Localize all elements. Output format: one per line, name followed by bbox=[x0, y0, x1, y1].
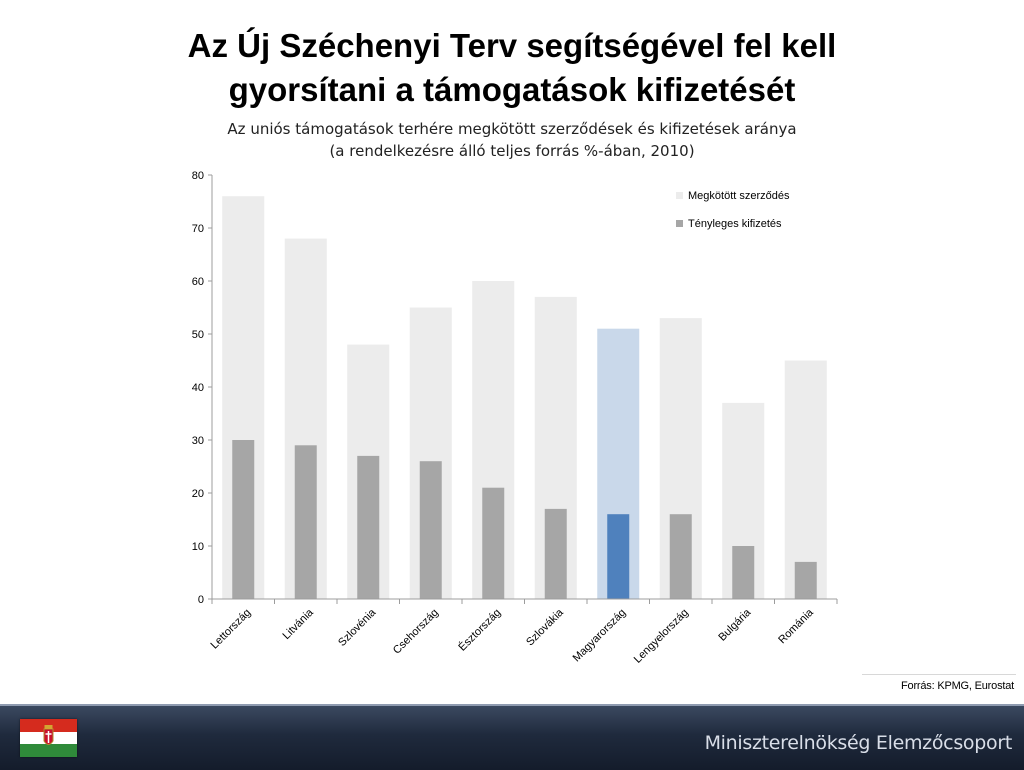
chart-subtitle: Az uniós támogatások terhére megkötött s… bbox=[0, 118, 1024, 162]
bar-payment bbox=[607, 514, 630, 599]
title-line-1: Az Új Széchenyi Terv segítségével fel ke… bbox=[187, 27, 837, 64]
bar-payment bbox=[669, 514, 692, 599]
y-tick-label: 20 bbox=[192, 488, 204, 500]
x-tick-label: Lettország bbox=[209, 607, 254, 652]
x-tick-label: Lengyelország bbox=[632, 607, 691, 666]
legend-label: Megkötött szerződés bbox=[688, 190, 790, 202]
y-tick-label: 30 bbox=[192, 435, 204, 447]
bar-payment bbox=[794, 561, 817, 599]
hungarian-flag-icon bbox=[20, 719, 77, 757]
bar-payment bbox=[419, 461, 442, 599]
x-tick-label: Szlovénia bbox=[336, 606, 379, 649]
source-note: Forrás: KPMG, Eurostat bbox=[901, 680, 1014, 692]
x-tick-label: Észtország bbox=[456, 606, 504, 654]
bar-payment bbox=[294, 445, 317, 599]
y-tick-label: 0 bbox=[198, 594, 204, 606]
x-tick-label: Szlovákia bbox=[524, 606, 566, 648]
y-tick-label: 40 bbox=[192, 382, 204, 394]
bar-payment bbox=[544, 508, 567, 599]
organization-name: Miniszterelnökség Elemzőcsoport bbox=[704, 732, 1013, 754]
legend-label: Tényleges kifizetés bbox=[688, 218, 782, 230]
page-title: Az Új Széchenyi Terv segítségével fel ke… bbox=[0, 24, 1024, 112]
subtitle-line-2: (a rendelkezésre álló teljes forrás %-áb… bbox=[329, 142, 695, 160]
y-tick-label: 10 bbox=[192, 541, 204, 553]
x-tick-label: Bulgária bbox=[716, 606, 754, 644]
bar-payment bbox=[732, 546, 755, 599]
bar-contract bbox=[784, 360, 827, 599]
source-divider bbox=[862, 674, 1016, 675]
title-line-2: gyorsítani a támogatások kifizetését bbox=[228, 71, 796, 108]
bar-payment bbox=[232, 440, 255, 599]
y-tick-label: 60 bbox=[192, 276, 204, 288]
x-tick-label: Románia bbox=[776, 606, 816, 646]
y-tick-label: 50 bbox=[192, 329, 204, 341]
bar-payment bbox=[357, 455, 380, 599]
x-tick-label: Magyarország bbox=[571, 607, 629, 665]
legend-swatch-contract bbox=[676, 192, 683, 199]
y-tick-label: 70 bbox=[192, 223, 204, 235]
y-tick-label: 80 bbox=[192, 170, 204, 182]
x-tick-label: Litvánia bbox=[281, 606, 317, 642]
bar-payment bbox=[482, 487, 505, 599]
x-tick-label: Csehország bbox=[391, 607, 441, 657]
bar-chart: 0 10 20 30 40 50 60 70 80 Lettország Litvánia Szlov… bbox=[192, 170, 838, 666]
legend-swatch-payment bbox=[676, 220, 683, 227]
subtitle-line-1: Az uniós támogatások terhére megkötött s… bbox=[227, 120, 797, 138]
footer-bar: Miniszterelnökség Elemzőcsoport bbox=[0, 704, 1024, 770]
